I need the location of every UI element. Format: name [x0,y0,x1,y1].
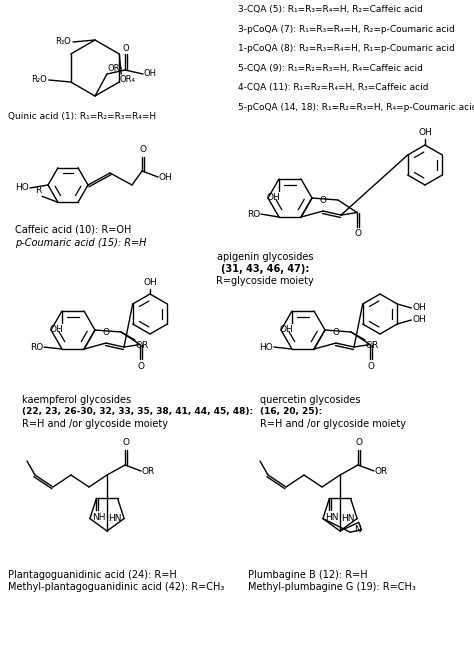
Text: apigenin glycosides: apigenin glycosides [217,252,313,262]
Text: 5-pCoQA (14, 18): R₁=R₂=R₃=H, R₄=p-Coumaric acid: 5-pCoQA (14, 18): R₁=R₂=R₃=H, R₄=p-Couma… [238,103,474,112]
Text: O: O [140,145,147,154]
Text: OR: OR [136,341,149,350]
Text: 1-pCoQA (8): R₂=R₃=R₄=H, R₁=p-Coumaric acid: 1-pCoQA (8): R₂=R₃=R₄=H, R₁=p-Coumaric a… [238,44,455,53]
Text: O: O [355,229,362,237]
Text: OH: OH [412,315,426,324]
Text: HO: HO [259,343,273,352]
Text: 4-CQA (11): R₁=R₂=R₄=H, R₃=Caffeic acid: 4-CQA (11): R₁=R₂=R₄=H, R₃=Caffeic acid [238,83,428,92]
Text: OH: OH [418,128,432,137]
Text: Plantagoguanidinic acid (24): R=H: Plantagoguanidinic acid (24): R=H [8,570,177,580]
Text: RO: RO [247,209,260,218]
Text: O: O [123,438,130,447]
Text: OH: OH [144,70,157,79]
Text: OH: OH [266,193,280,202]
Text: OH: OH [412,304,426,313]
Text: NH: NH [92,514,106,523]
Text: OH: OH [49,325,63,334]
Text: OH: OH [143,278,157,287]
Text: (22, 23, 26-30, 32, 33, 35, 38, 41, 44, 45, 48):: (22, 23, 26-30, 32, 33, 35, 38, 41, 44, … [22,407,253,416]
Text: p-Coumaric acid (15): R=H: p-Coumaric acid (15): R=H [15,238,146,248]
Text: OR: OR [366,341,379,350]
Text: OR₁: OR₁ [108,64,124,73]
Text: Caffeic acid (10): R=OH: Caffeic acid (10): R=OH [15,225,131,235]
Text: OH: OH [279,325,293,334]
Text: O: O [368,361,375,370]
Text: Methyl-plantagoguanidinic acid (42): R=CH₃: Methyl-plantagoguanidinic acid (42): R=C… [8,582,224,592]
Text: 5-CQA (9): R₁=R₂=R₃=H, R₄=Caffeic acid: 5-CQA (9): R₁=R₂=R₃=H, R₄=Caffeic acid [238,64,423,73]
Text: HO: HO [15,183,29,192]
Text: OR: OR [142,467,155,476]
Text: R=glycoside moiety: R=glycoside moiety [216,276,314,286]
Text: HN: HN [326,514,339,523]
Text: O: O [332,328,339,337]
Text: Quinic acid (1): R₁=R₂=R₃=R₄=H: Quinic acid (1): R₁=R₂=R₃=R₄=H [8,112,156,121]
Text: HN: HN [109,514,122,523]
Text: quercetin glycosides: quercetin glycosides [260,395,361,405]
Text: OR: OR [375,467,388,476]
Text: OH: OH [159,172,173,181]
Text: O: O [138,361,145,370]
Text: Plumbagine B (12): R=H: Plumbagine B (12): R=H [248,570,368,580]
Text: R₃O: R₃O [55,38,71,47]
Text: RO: RO [30,343,43,352]
Text: O: O [356,438,363,447]
Text: Methyl-plumbagine G (19): R=CH₃: Methyl-plumbagine G (19): R=CH₃ [248,582,416,592]
Text: (16, 20, 25):: (16, 20, 25): [260,407,322,416]
Text: R: R [35,187,41,195]
Text: O: O [319,196,327,205]
Text: R₂O: R₂O [31,75,47,84]
Text: 3-pCoQA (7): R₁=R₃=R₄=H, R₂=p-Coumaric acid: 3-pCoQA (7): R₁=R₃=R₄=H, R₂=p-Coumaric a… [238,25,455,34]
Text: N: N [354,525,361,534]
Text: R=H and /or glycoside moiety: R=H and /or glycoside moiety [22,419,168,429]
Text: 3-CQA (5): R₁=R₃=R₄=H, R₂=Caffeic acid: 3-CQA (5): R₁=R₃=R₄=H, R₂=Caffeic acid [238,5,423,14]
Text: kaempferol glycosides: kaempferol glycosides [22,395,131,405]
Text: O: O [102,328,109,337]
Text: OR₄: OR₄ [119,75,135,84]
Text: HN: HN [342,514,355,523]
Text: O: O [123,44,129,53]
Text: (31, 43, 46, 47):: (31, 43, 46, 47): [221,264,309,274]
Text: R=H and /or glycoside moiety: R=H and /or glycoside moiety [260,419,406,429]
